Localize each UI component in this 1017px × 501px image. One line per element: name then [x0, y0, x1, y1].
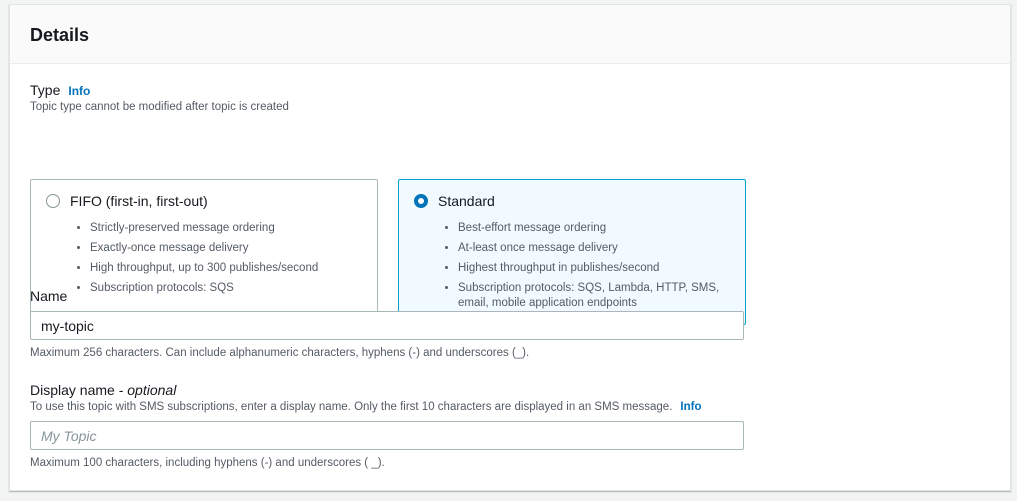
display-name-description: To use this topic with SMS subscriptions…	[30, 401, 701, 413]
name-hint: Maximum 256 characters. Can include alph…	[30, 347, 530, 359]
standard-title: Standard	[438, 192, 495, 209]
list-item: Subscription protocols: SQS	[90, 278, 377, 298]
details-panel: Details Type Info Topic type cannot be mo…	[9, 4, 1011, 491]
list-item: Subscription protocols: SQS, Lambda, HTT…	[458, 278, 731, 311]
type-option-fifo[interactable]: FIFO (first-in, first-out) Strictly-pres…	[30, 179, 378, 325]
list-item: At-least once message delivery	[458, 238, 731, 258]
list-item: Highest throughput in publishes/second	[458, 258, 731, 278]
display-name-label: Display name - optional	[30, 382, 176, 398]
type-description: Topic type cannot be modified after topi…	[30, 101, 289, 113]
radio-fifo[interactable]	[46, 193, 60, 208]
panel-header: Details	[10, 5, 1010, 64]
display-name-hint: Maximum 100 characters, including hyphen…	[30, 457, 385, 469]
type-option-standard[interactable]: Standard Best-effort message ordering At…	[398, 179, 746, 325]
type-label-text: Type	[30, 82, 61, 98]
type-info-link[interactable]: Info	[68, 84, 91, 98]
display-name-label-text: Display name -	[30, 382, 128, 398]
name-label: Name	[30, 288, 68, 304]
list-item: Best-effort message ordering	[458, 218, 731, 238]
display-name-info-link[interactable]: Info	[680, 401, 702, 413]
display-name-description-text: To use this topic with SMS subscriptions…	[30, 401, 673, 413]
name-input[interactable]	[30, 311, 744, 340]
display-name-input[interactable]	[30, 421, 744, 450]
optional-marker: optional	[127, 382, 177, 398]
fifo-title: FIFO (first-in, first-out)	[70, 192, 208, 209]
list-item: Strictly-preserved message ordering	[90, 218, 377, 238]
fifo-features: Strictly-preserved message ordering Exac…	[90, 218, 377, 298]
type-label: Type Info	[30, 82, 90, 98]
list-item: High throughput, up to 300 publishes/sec…	[90, 258, 377, 278]
radio-standard[interactable]	[414, 193, 428, 208]
panel-title: Details	[30, 25, 90, 45]
standard-features: Best-effort message ordering At-least on…	[458, 218, 731, 311]
list-item: Exactly-once message delivery	[90, 238, 377, 258]
